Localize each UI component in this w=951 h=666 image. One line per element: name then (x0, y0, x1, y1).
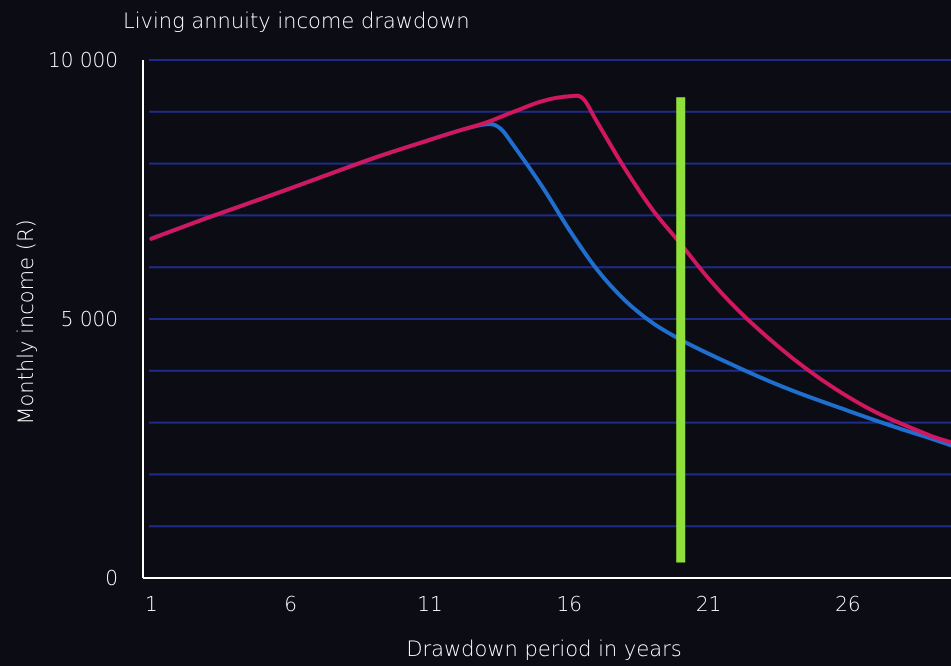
x-tick-label: 6 (284, 592, 297, 616)
x-tick-label: 1 (145, 592, 158, 616)
x-tick-label: 21 (696, 592, 721, 616)
y-tick-label: 5 000 (61, 307, 118, 331)
y-tick-label: 0 (105, 566, 118, 590)
y-tick-label: 10 000 (48, 48, 118, 72)
x-tick-label: 16 (557, 592, 582, 616)
chart-title: Living annuity income drawdown (123, 9, 470, 33)
axes (142, 60, 951, 579)
x-tick-label: 11 (417, 592, 442, 616)
x-tick-label: 26 (835, 592, 860, 616)
series-line-2 (149, 93, 951, 445)
x-axis-title: Drawdown period in years (406, 637, 681, 661)
gridlines (149, 59, 951, 528)
y-axis-title: Monthly income (R) (14, 219, 38, 424)
series-layer (149, 93, 951, 448)
